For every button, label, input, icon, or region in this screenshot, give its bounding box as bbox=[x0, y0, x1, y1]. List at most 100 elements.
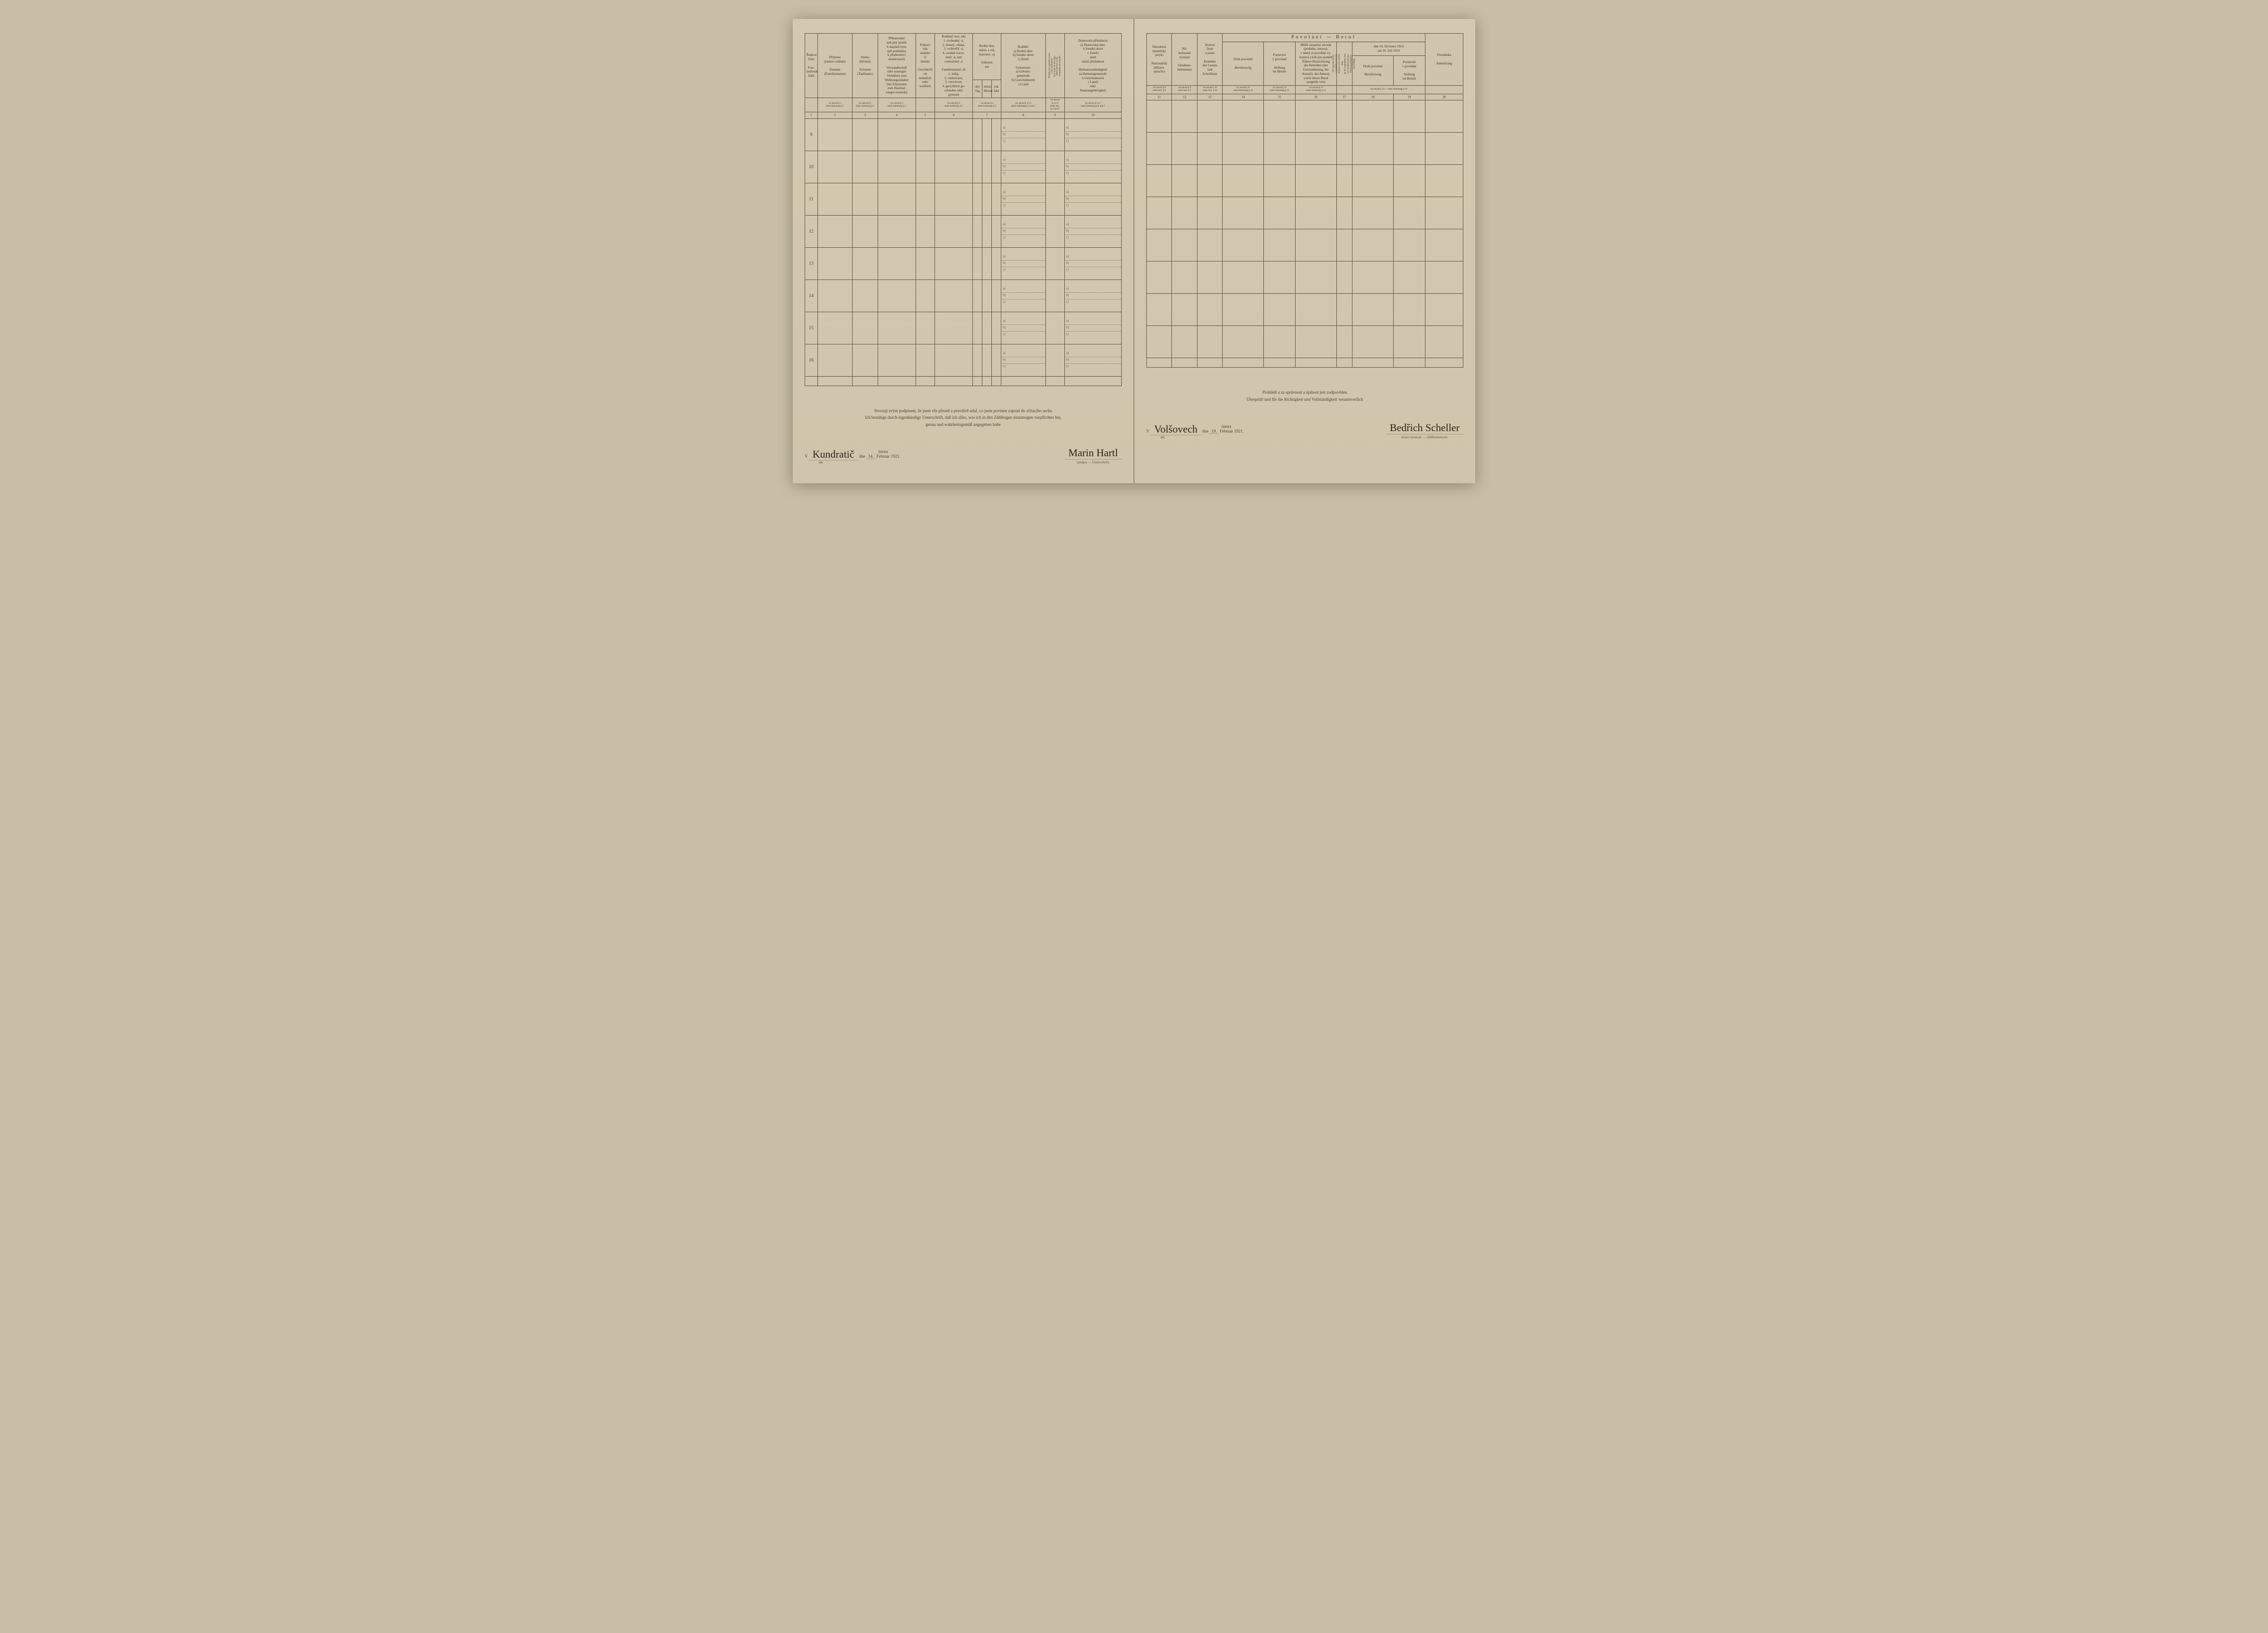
cell bbox=[1295, 294, 1336, 326]
cell bbox=[934, 216, 972, 248]
am: am bbox=[819, 460, 823, 464]
hdr-c11: Národnost(mateřskýjazyk)Nationalität(Mut… bbox=[1147, 34, 1172, 86]
cell bbox=[1425, 229, 1463, 262]
fn-17 bbox=[1336, 86, 1352, 94]
cell bbox=[1045, 280, 1064, 312]
att-de1: Ich bestätige durch eigenhändige Untersc… bbox=[805, 414, 1122, 421]
hdr-c18: Druh povoláníBerufszweig bbox=[1352, 55, 1394, 85]
right-sig-caption: sčítací komisař. — Zählkommissär. bbox=[1386, 435, 1463, 439]
table-row: 14a)b)c)a)b)c) bbox=[805, 280, 1122, 312]
cell bbox=[982, 312, 992, 344]
cell bbox=[1264, 294, 1296, 326]
cell bbox=[853, 216, 878, 248]
cell bbox=[1425, 133, 1463, 165]
coln-9: 9 bbox=[1045, 112, 1064, 119]
cell bbox=[817, 248, 852, 280]
cell bbox=[1264, 100, 1296, 133]
cell bbox=[1172, 197, 1197, 229]
rplace-prefix: V bbox=[1146, 429, 1149, 433]
hdr-c17a: Jeli zapsaná osobav podniku (závodě)maji… bbox=[1333, 54, 1344, 74]
cell bbox=[817, 119, 852, 151]
row-number: 11 bbox=[805, 183, 818, 216]
right-place-block: V Volšovech dne 19. února Februar 1921. … bbox=[1146, 423, 1243, 439]
cell bbox=[1045, 248, 1064, 280]
cell bbox=[973, 216, 982, 248]
ram: am bbox=[1161, 435, 1165, 439]
cell bbox=[916, 312, 934, 344]
coln-7: 7 bbox=[973, 112, 1001, 119]
cell bbox=[992, 183, 1001, 216]
fn-3: viz návod § 1siehe Anleitung § 1 bbox=[853, 98, 878, 112]
cell bbox=[1264, 229, 1296, 262]
cell bbox=[1264, 262, 1296, 294]
cell bbox=[878, 216, 916, 248]
cell bbox=[1393, 100, 1425, 133]
right-table: Národnost(mateřskýjazyk)Nationalität(Mut… bbox=[1146, 33, 1463, 368]
cell-heimat: a)b)c) bbox=[1064, 312, 1121, 344]
hdr-c9b: Seit wann ist die ange-führte Person in … bbox=[1053, 55, 1061, 77]
table-row: 13a)b)c)a)b)c) bbox=[805, 248, 1122, 280]
cell-birthplace: a)b)c) bbox=[1001, 216, 1046, 248]
cell bbox=[982, 119, 992, 151]
place-prefix: V bbox=[805, 454, 807, 459]
cell bbox=[878, 344, 916, 377]
spacer-row bbox=[805, 377, 1122, 386]
right-sig-name: Bedřich Scheller bbox=[1386, 422, 1463, 434]
cell-birthplace: a)b)c) bbox=[1001, 248, 1046, 280]
right-attestation: Prohlédl a za správnost a úplnost jest z… bbox=[1146, 389, 1463, 403]
coln-8: 8 bbox=[1001, 112, 1046, 119]
table-row: 16a)b)c)a)b)c) bbox=[805, 344, 1122, 377]
hdr-c7: Rodný den,měsíc a rok(narozen -a)Geboren… bbox=[973, 34, 1001, 80]
cell bbox=[1336, 326, 1352, 358]
cell bbox=[1223, 100, 1264, 133]
left-place: Kundratič bbox=[809, 448, 858, 460]
hdr-beruf: Povolání — Beruf bbox=[1223, 34, 1425, 42]
cell bbox=[1425, 100, 1463, 133]
fn-11: viz návod § 8siehe Anl. § 8 bbox=[1147, 86, 1172, 94]
cell bbox=[992, 216, 1001, 248]
cell bbox=[878, 119, 916, 151]
cell bbox=[817, 280, 852, 312]
cell bbox=[934, 248, 972, 280]
cell bbox=[1336, 165, 1352, 197]
row-number: 13 bbox=[805, 248, 818, 280]
month-cz: února bbox=[878, 449, 888, 454]
cell bbox=[1295, 100, 1336, 133]
fn-1819: viz návod § 14 — siehe Anleitung § 14 bbox=[1352, 86, 1425, 94]
hdr-c5: PohlavízdamužskéčiženskéGeschlechtobmänn… bbox=[916, 34, 934, 98]
coln-15: 15 bbox=[1264, 94, 1296, 100]
coln-12: 12 bbox=[1172, 94, 1197, 100]
hdr-c2: Příjmení(jméno rodinné)Zuname(Familienna… bbox=[817, 34, 852, 98]
right-place: Volšovech bbox=[1151, 423, 1201, 435]
cell bbox=[973, 344, 982, 377]
cell bbox=[853, 119, 878, 151]
cell-heimat: a)b)c) bbox=[1064, 216, 1121, 248]
coln-16: 16 bbox=[1295, 94, 1336, 100]
cell bbox=[878, 280, 916, 312]
cell bbox=[1172, 165, 1197, 197]
cell bbox=[982, 183, 992, 216]
cell bbox=[853, 312, 878, 344]
coln-14: 14 bbox=[1223, 94, 1264, 100]
cell-birthplace: a)b)c) bbox=[1001, 119, 1046, 151]
cell bbox=[1264, 133, 1296, 165]
coln-19: 19 bbox=[1393, 94, 1425, 100]
table-row bbox=[1147, 100, 1463, 133]
cell-birthplace: a)b)c) bbox=[1001, 151, 1046, 183]
cell bbox=[1147, 133, 1172, 165]
cell bbox=[992, 119, 1001, 151]
book-spread: ŘadovéčísloFort-laufendeZahl Příjmení(jm… bbox=[793, 19, 1475, 483]
cell bbox=[1393, 197, 1425, 229]
cell bbox=[1045, 183, 1064, 216]
cell bbox=[973, 151, 982, 183]
cell bbox=[934, 183, 972, 216]
cell bbox=[1172, 262, 1197, 294]
cell bbox=[1393, 133, 1425, 165]
cell bbox=[973, 183, 982, 216]
cell bbox=[1393, 294, 1425, 326]
right-signature-line: V Volšovech dne 19. února Februar 1921. … bbox=[1146, 422, 1463, 439]
table-row: 9a)b)c)a)b)c) bbox=[805, 119, 1122, 151]
cell bbox=[934, 344, 972, 377]
coln-5: 5 bbox=[916, 112, 934, 119]
ratt-de: Überprüft und für die Richtigkeit und Vo… bbox=[1146, 396, 1463, 403]
